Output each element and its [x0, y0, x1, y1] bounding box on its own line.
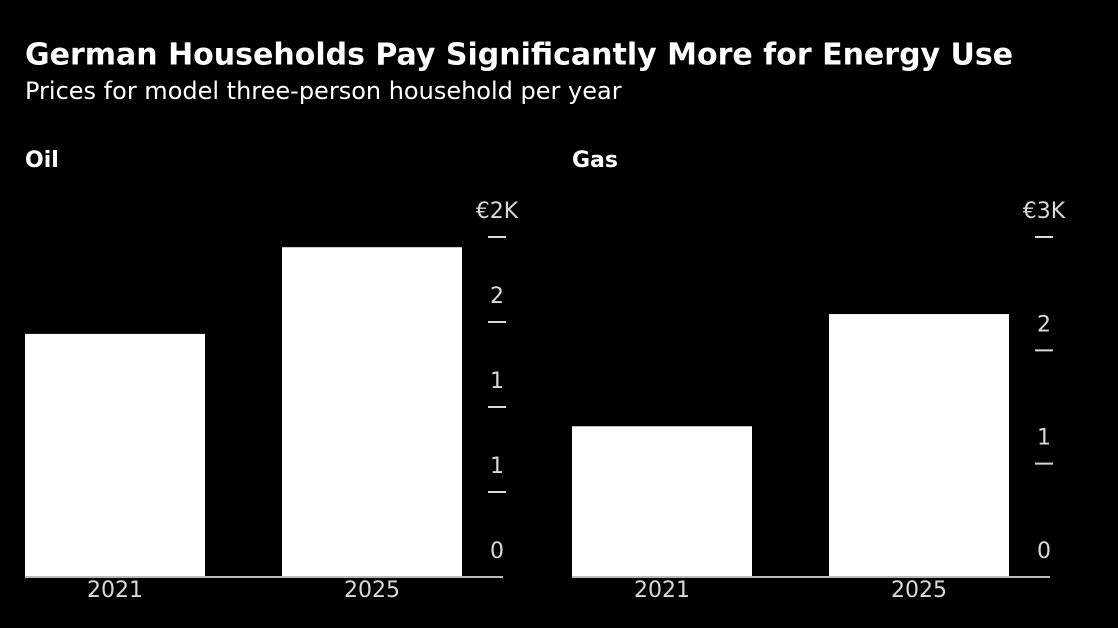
y-tick-label: 1: [490, 454, 504, 479]
y-tick-label: 1: [490, 369, 504, 394]
bar: [572, 426, 752, 577]
panel-title: Gas: [572, 148, 618, 173]
y-tick-label: €2K: [476, 199, 519, 224]
x-tick-label: 2021: [634, 578, 690, 603]
y-tick-label: 0: [490, 539, 504, 564]
panel-title: Oil: [25, 148, 59, 173]
x-tick-label: 2021: [87, 578, 143, 603]
y-tick-label: €3K: [1023, 199, 1066, 224]
y-tick-label: 1: [1037, 426, 1051, 451]
y-tick-label: 2: [1037, 312, 1051, 337]
bar: [282, 247, 462, 577]
bar: [25, 333, 205, 577]
x-tick-label: 2025: [891, 578, 947, 603]
chart-subtitle: Prices for model three-person household …: [25, 77, 622, 105]
x-tick-label: 2025: [344, 578, 400, 603]
chart-title: German Households Pay Significantly More…: [25, 38, 1013, 73]
y-tick-label: 2: [490, 284, 504, 309]
y-tick-label: 0: [1037, 539, 1051, 564]
bar: [829, 314, 1009, 577]
